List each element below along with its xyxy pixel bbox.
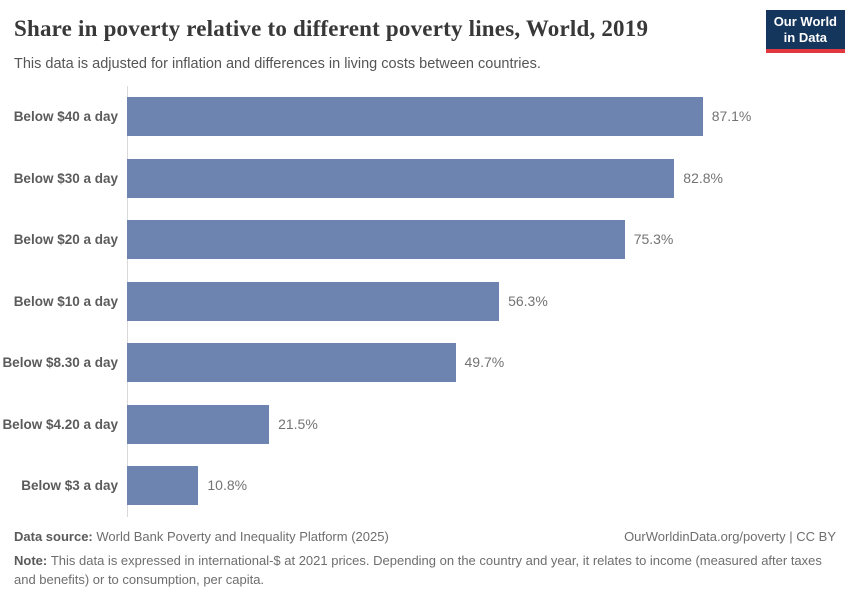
category-label: Below $20 a day bbox=[13, 232, 118, 247]
logo-line2: in Data bbox=[783, 30, 828, 45]
data-source: Data source: World Bank Poverty and Ineq… bbox=[14, 529, 389, 544]
attribution-link[interactable]: OurWorldinData.org/poverty | CC BY bbox=[624, 529, 836, 544]
note-text: This data is expressed in international-… bbox=[14, 553, 822, 587]
value-label: 82.8% bbox=[683, 169, 723, 186]
category-label: Below $3 a day bbox=[21, 478, 118, 493]
bar[interactable] bbox=[127, 466, 199, 505]
bar[interactable] bbox=[127, 97, 703, 136]
value-label: 87.1% bbox=[711, 108, 752, 124]
bar[interactable] bbox=[127, 404, 270, 444]
plot-area: Below $40 a day 87.1% Below $30 a day 82.8%… bbox=[0, 86, 850, 517]
bar[interactable] bbox=[127, 343, 456, 382]
value-label: 10.8% bbox=[207, 477, 248, 493]
chart-note: Note: This data is expressed in internat… bbox=[14, 551, 830, 589]
data-source-text: World Bank Poverty and Inequality Platfo… bbox=[96, 529, 389, 544]
page-title: Share in poverty relative to different p… bbox=[14, 16, 649, 41]
bar[interactable] bbox=[127, 281, 500, 321]
note-label: Note: bbox=[14, 553, 51, 568]
value-label: 49.7% bbox=[464, 354, 505, 370]
logo-line1: Our World bbox=[773, 14, 837, 29]
footer-source-row: Data source: World Bank Poverty and Ineq… bbox=[14, 529, 836, 544]
category-label: Below $8.30 a day bbox=[2, 355, 118, 370]
category-label: Below $4.20 a day bbox=[2, 416, 118, 432]
value-label: 21.5% bbox=[278, 415, 318, 432]
bar[interactable] bbox=[127, 220, 625, 259]
chart-subtitle: This data is adjusted for inflation and … bbox=[14, 56, 541, 72]
category-label: Below $30 a day bbox=[13, 170, 118, 186]
data-source-label: Data source: bbox=[14, 529, 97, 544]
category-label: Below $10 a day bbox=[13, 293, 118, 309]
category-label: Below $40 a day bbox=[13, 109, 118, 124]
owid-logo[interactable]: Our World in Data bbox=[765, 10, 845, 53]
value-label: 56.3% bbox=[508, 292, 548, 309]
bar[interactable] bbox=[127, 158, 675, 198]
value-label: 75.3% bbox=[633, 231, 674, 247]
